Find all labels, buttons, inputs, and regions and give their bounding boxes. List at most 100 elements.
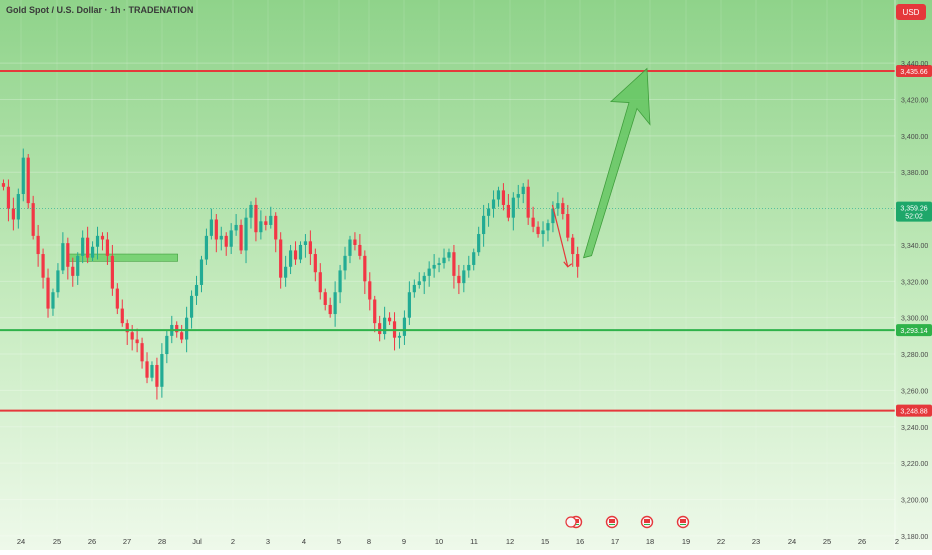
candle-body	[21, 157, 25, 195]
time-tick-label: 8	[367, 537, 371, 546]
time-tick-label: Jul	[192, 537, 202, 546]
candle-body	[313, 254, 317, 273]
event-flag	[680, 519, 686, 523]
candle-body	[556, 203, 560, 209]
economic-event-flag-icon[interactable]	[565, 516, 577, 528]
price-tick-label: 3,340.00	[901, 243, 928, 250]
time-tick-label: 22	[717, 537, 725, 546]
candle-body	[125, 323, 129, 333]
candle-body	[175, 324, 179, 333]
candle-body	[6, 186, 11, 209]
down-arrow-line	[551, 204, 569, 267]
candle-body	[412, 284, 416, 293]
resistance-top-label: 3,435.66	[900, 69, 927, 76]
price-tick-label: 3,420.00	[901, 97, 928, 104]
candle-body	[343, 255, 347, 271]
candle-body	[496, 190, 501, 200]
candle-body	[61, 243, 65, 271]
price-tick-label: 3,220.00	[901, 461, 928, 468]
price-tick-label: 3,300.00	[901, 316, 928, 323]
candle-body	[501, 190, 506, 205]
price-axis[interactable]: 3,440.00 3,420.00 3,400.00 3,380.00 3,340.00…	[894, 0, 928, 550]
time-tick-label: 25	[53, 537, 61, 546]
time-tick-label: 18	[646, 537, 654, 546]
candle-body	[239, 224, 243, 251]
candle-body	[363, 255, 367, 282]
time-tick-label: 17	[611, 537, 619, 546]
economic-event-flag-icon[interactable]	[605, 515, 619, 529]
target-zone-box	[68, 253, 178, 262]
time-tick-label: 25	[823, 537, 831, 546]
event-flag	[609, 519, 615, 523]
candle-body	[402, 317, 407, 336]
zone-layer	[68, 253, 178, 262]
candle-body	[511, 197, 515, 218]
candle-body	[16, 194, 20, 220]
arrows	[551, 67, 651, 268]
price-tick-label: 3,240.00	[901, 425, 928, 432]
candle-body	[561, 203, 565, 215]
candle-body	[383, 317, 387, 335]
candle-body	[135, 339, 139, 344]
time-axis[interactable]: 24 25 26 27 28 Jul 2 3 4 5 8 9 10 11 12 15 16 17 18 19 22 23 2…	[17, 537, 899, 546]
candle-body	[26, 157, 30, 204]
candle-body	[432, 264, 436, 269]
up-arrow-shape	[582, 67, 651, 259]
candle-body	[120, 308, 124, 324]
candle-body	[442, 257, 446, 264]
candle-body	[234, 224, 238, 231]
time-tick-label: 12	[506, 537, 514, 546]
candle-body	[155, 364, 159, 387]
price-tick-label: 3,440.00	[901, 61, 928, 68]
resistance-top-label-box	[896, 64, 932, 77]
currency-button[interactable]: USD	[896, 4, 926, 20]
time-tick-label: 19	[682, 537, 690, 546]
candle-body	[259, 221, 263, 233]
candle-body	[189, 295, 194, 318]
support-mid-label: 3,293.14	[900, 328, 927, 335]
support-mid-label-box	[896, 324, 932, 337]
candle-body	[209, 219, 213, 236]
candle-body	[462, 270, 466, 284]
candle-body	[46, 277, 50, 309]
candle-body	[56, 270, 60, 293]
support-low-label: 3,248.88	[900, 409, 927, 416]
candle-body	[224, 235, 228, 247]
candle-body	[477, 234, 481, 253]
candle-body	[51, 292, 55, 309]
countdown-label: 52:02	[905, 214, 923, 221]
candle-body	[100, 235, 105, 240]
down-arrow-head	[563, 261, 573, 268]
candle-body	[368, 281, 372, 300]
candle-body	[76, 255, 80, 276]
economic-event-flag-icon[interactable]	[676, 515, 690, 529]
time-tick-label: 11	[470, 537, 478, 546]
candle-body	[491, 199, 496, 209]
candle-body	[318, 272, 322, 293]
candle-body	[417, 281, 421, 285]
time-tick-label: 16	[576, 537, 584, 546]
candle-body	[110, 255, 114, 289]
candle-body	[566, 214, 570, 238]
currency-label: USD	[903, 8, 920, 17]
chart-title: Gold Spot / U.S. Dollar · 1h · TRADENATI…	[6, 5, 193, 15]
candle-body	[86, 237, 90, 258]
event-circle	[565, 516, 577, 528]
candle-body	[546, 223, 550, 231]
time-tick-label: 28	[158, 537, 166, 546]
candle-body	[293, 250, 298, 260]
time-tick-label: 15	[541, 537, 549, 546]
candle-body	[254, 204, 258, 233]
candle-body	[71, 266, 75, 276]
candle-body	[303, 241, 308, 245]
candle-body	[274, 215, 278, 240]
candle-body	[541, 230, 545, 235]
events	[565, 515, 690, 529]
candle-body	[407, 292, 411, 318]
candle-body	[323, 292, 327, 305]
candle-body	[536, 226, 540, 235]
economic-event-flag-icon[interactable]	[640, 515, 654, 529]
candle-body	[457, 275, 461, 284]
